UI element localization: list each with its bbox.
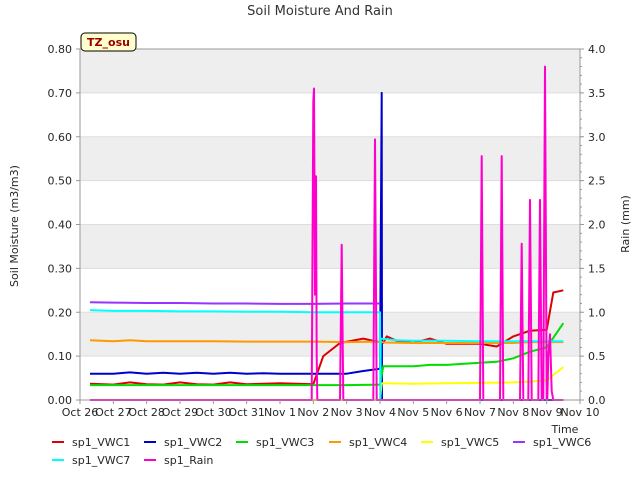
y-tick-label: 0.00	[48, 394, 73, 407]
legend-label: sp1_VWC7	[72, 454, 130, 467]
y-tick-label: 0.80	[48, 43, 73, 56]
y2-tick-label: 2.0	[588, 219, 606, 232]
y-tick-label: 0.10	[48, 350, 73, 363]
legend-item-sp1_Rain: sp1_Rain	[144, 454, 213, 467]
y2-tick-label: 2.5	[588, 175, 606, 188]
legend-item-sp1_VWC6: sp1_VWC6	[513, 436, 591, 449]
legend-item-sp1_VWC5: sp1_VWC5	[421, 436, 499, 449]
plot-background-bands	[80, 49, 580, 357]
annotation-label: TZ_osu	[87, 36, 130, 49]
y2-tick-label: 3.5	[588, 87, 606, 100]
y-tick-label: 0.50	[48, 175, 73, 188]
y-tick-label: 0.40	[48, 219, 73, 232]
x-tick-label: Oct 26	[62, 406, 99, 419]
y2-tick-label: 4.0	[588, 43, 606, 56]
legend-label: sp1_VWC4	[349, 436, 407, 449]
series-line-sp1_VWC1	[89, 289, 564, 386]
x-tick-label: Oct 30	[195, 406, 232, 419]
legend-label: sp1_VWC1	[72, 436, 130, 449]
background-band	[80, 49, 580, 93]
y-tick-label: 0.20	[48, 306, 73, 319]
x-tick-label: Nov 3	[331, 406, 363, 419]
y-axis-ticks: 0.00 0.10 0.20 0.30 0.40 0.50 0.60 0.70 0.80	[48, 43, 80, 407]
x-tick-label: Nov 6	[431, 406, 463, 419]
y-tick-label: 0.60	[48, 131, 73, 144]
y2-tick-label: 1.5	[588, 262, 606, 275]
x-tick-label: Nov 5	[397, 406, 429, 419]
annotation-box	[80, 32, 137, 52]
y-tick-label: 0.30	[48, 262, 73, 275]
y-tick-label: 0.70	[48, 87, 73, 100]
site-annotation: TZ_osu	[80, 32, 137, 52]
x-tick-label: Oct 29	[162, 406, 199, 419]
x-tick-label: Nov 1	[264, 406, 296, 419]
x-tick-label: Nov 2	[297, 406, 329, 419]
y2-axis-ticks: 0.0 0.5 1.0 1.5 2.0 2.5 3.0 3.5 4.0	[580, 43, 606, 407]
x-tick-label: Nov 8	[497, 406, 529, 419]
legend-label: sp1_VWC6	[533, 436, 591, 449]
background-band	[80, 312, 580, 357]
legend-label: sp1_VWC3	[256, 436, 314, 449]
y2-tick-label: 0.0	[588, 394, 606, 407]
legend: sp1_VWC1 sp1_VWC2 sp1_VWC3 sp1_VWC4 sp1_VWC5…	[52, 436, 591, 467]
x-tick-label: Oct 28	[128, 406, 165, 419]
chart-title: Soil Moisture And Rain	[247, 4, 393, 19]
x-tick-label: Oct 31	[228, 406, 265, 419]
legend-item-sp1_VWC3: sp1_VWC3	[236, 436, 314, 449]
series-line-sp1_VWC3	[90, 322, 565, 387]
legend-item-sp1_VWC7: sp1_VWC7	[52, 454, 130, 467]
x-tick-label: Oct 27	[95, 406, 132, 419]
background-band	[80, 224, 580, 269]
legend-label: sp1_VWC2	[164, 436, 222, 449]
y-axis-label: Soil Moisture (m3/m3)	[8, 165, 21, 287]
y2-tick-label: 3.0	[588, 131, 606, 144]
y2-axis-label: Rain (mm)	[619, 195, 632, 253]
legend-item-sp1_VWC1: sp1_VWC1	[52, 436, 130, 449]
x-tick-label: Nov 10	[561, 406, 600, 419]
x-tick-label: Nov 7	[464, 406, 496, 419]
legend-label: sp1_Rain	[164, 454, 213, 467]
legend-item-sp1_VWC2: sp1_VWC2	[144, 436, 222, 449]
legend-label: sp1_VWC5	[441, 436, 499, 449]
y2-tick-label: 0.5	[588, 350, 606, 363]
x-axis-label: Time	[551, 423, 579, 436]
y2-tick-label: 1.0	[588, 306, 606, 319]
x-tick-label: Nov 4	[364, 406, 396, 419]
series-line-sp1_VWC4	[89, 339, 564, 344]
series-line-sp1_VWC6	[89, 301, 380, 305]
x-tick-label: Nov 9	[531, 406, 563, 419]
background-band	[80, 136, 580, 181]
legend-item-sp1_VWC4: sp1_VWC4	[329, 436, 407, 449]
